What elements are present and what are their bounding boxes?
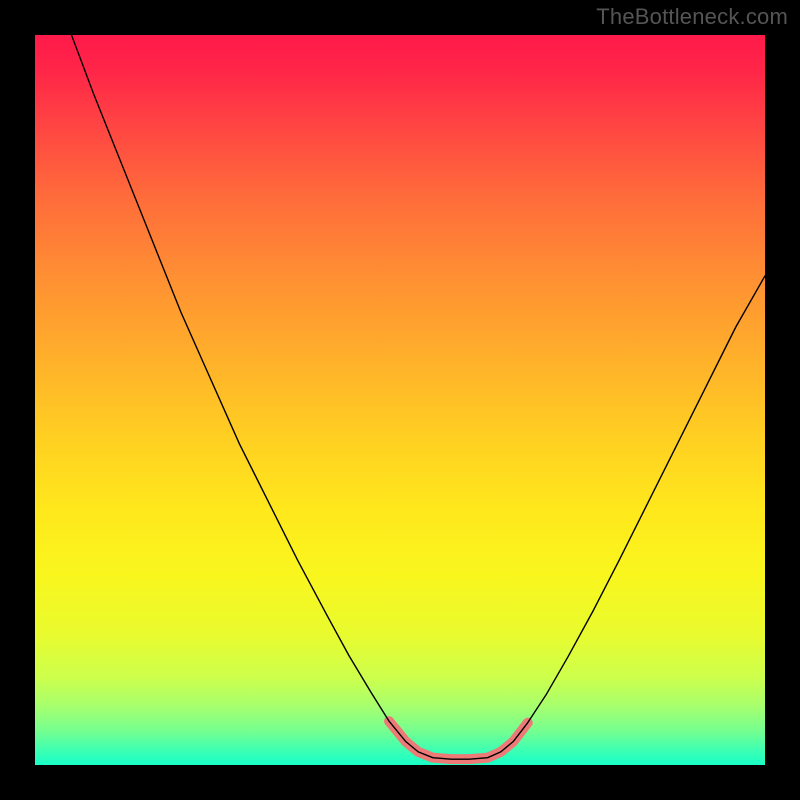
chart-background-gradient [35,35,765,765]
bottleneck-curve-chart [0,0,800,800]
chart-stage: TheBottleneck.com [0,0,800,800]
